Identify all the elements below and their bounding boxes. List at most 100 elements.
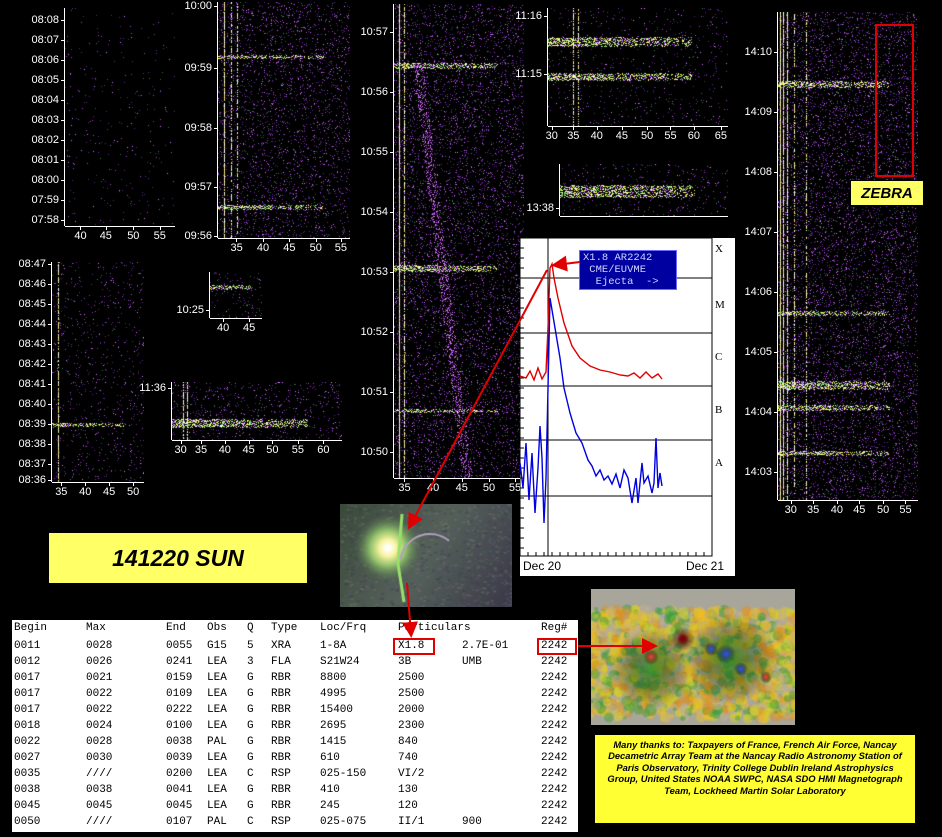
freq-tick-label: 55	[664, 130, 677, 142]
cell-max: 0028	[86, 736, 113, 748]
freq-tick-label: 35	[807, 504, 820, 516]
x18-highlight-box	[393, 638, 435, 655]
time-tick	[48, 304, 52, 305]
freq-tick	[223, 318, 224, 322]
time-tick-label: 14:06	[744, 286, 772, 298]
time-tick	[206, 310, 210, 311]
freq-tick	[180, 440, 182, 444]
spectrogram-canvas	[548, 8, 728, 126]
time-tick-label: 10:57	[360, 26, 388, 38]
time-tick	[390, 32, 394, 33]
x-axis-line	[394, 478, 524, 479]
time-tick	[48, 424, 52, 425]
hmi-magnetogram-image	[591, 589, 795, 725]
time-tick	[214, 68, 218, 69]
y-axis-line	[171, 382, 172, 440]
freq-tick-label: 45	[283, 242, 296, 254]
cell-obs: LEA	[207, 784, 227, 796]
cell-reg: 2242	[541, 704, 568, 716]
spectrogram-1115-1116: 11:16 11:15 30 35 40 45 50 55 60 65	[504, 8, 728, 144]
time-tick-label: 11:16	[515, 10, 542, 22]
freq-tick	[790, 500, 792, 504]
time-tick	[61, 20, 65, 21]
cell-end: 0039	[166, 752, 193, 764]
cell-begin: 0022	[14, 736, 41, 748]
table-row: 0022 0028 0038 PAL G RBR 1415 840 2242	[12, 734, 578, 750]
freq-tick-label: 35	[398, 482, 411, 494]
time-tick-label: 10:51	[360, 386, 388, 398]
cell-begin: 0017	[14, 672, 41, 684]
freq-tick	[61, 482, 63, 486]
freq-tick-label: 35	[230, 242, 243, 254]
cell-max: 0045	[86, 800, 113, 812]
time-tick	[61, 60, 65, 61]
header-obs: Obs	[207, 622, 227, 634]
time-tick-label: 08:05	[31, 74, 59, 86]
xray-flux-chart: Dec 20 Dec 21 X M C B A	[520, 238, 735, 576]
time-tick	[774, 52, 778, 53]
time-tick-label: 10:52	[360, 326, 388, 338]
cell-reg: 2242	[541, 800, 568, 812]
spectrogram-canvas	[218, 2, 350, 238]
time-tick-label: 08:02	[31, 134, 59, 146]
freq-tick	[272, 440, 274, 444]
freq-tick-label: 55	[899, 504, 912, 516]
time-tick-label: 08:40	[18, 398, 46, 410]
zebra-label: ZEBRA	[850, 180, 924, 206]
time-tick	[544, 74, 548, 75]
time-tick-label: 08:43	[18, 338, 46, 350]
time-tick-label: 14:09	[744, 106, 772, 118]
xray-date-end: Dec 21	[686, 559, 725, 573]
cell-obs: LEA	[207, 720, 227, 732]
spectrogram-1050-1057: 10:57 10:56 10:55 10:54 10:53 10:52 10:51 10:50…	[348, 4, 524, 496]
cell-locfrq: 025-150	[320, 768, 367, 780]
time-tick	[61, 80, 65, 81]
freq-tick	[836, 500, 838, 504]
cell-particulars: 840	[398, 736, 418, 748]
freq-tick-label: 45	[242, 444, 255, 456]
cell-end: 0109	[166, 688, 193, 700]
time-tick	[61, 100, 65, 101]
cell-locfrq: 025-075	[320, 816, 367, 828]
cell-locfrq: S21W24	[320, 656, 360, 668]
cell-extra: 2.7E-01	[462, 640, 509, 652]
cell-q: G	[247, 752, 254, 764]
cell-type: RBR	[271, 704, 291, 716]
y-axis-line	[209, 272, 210, 318]
time-tick-label: 10:53	[360, 266, 388, 278]
time-tick	[48, 364, 52, 365]
x-axis-line	[210, 318, 262, 319]
cell-max: 0022	[86, 704, 113, 716]
cell-end: 0107	[166, 816, 193, 828]
freq-tick-label: 35	[194, 444, 208, 456]
cell-begin: 0050	[14, 816, 41, 828]
spectrogram-0758-0808: 08:08 08:07 08:06 08:05 08:04 08:03 08:02 08:01…	[3, 8, 175, 244]
y-axis-line	[51, 262, 52, 482]
time-tick-label: 14:08	[744, 166, 772, 178]
cell-q: C	[247, 816, 254, 828]
cell-obs: PAL	[207, 736, 227, 748]
time-tick	[61, 40, 65, 41]
table-row: 0011 0028 0055 G15 5 XRA 1-8A X1.8 2.7E-01 2242	[12, 638, 578, 654]
cell-particulars: 2500	[398, 688, 425, 700]
time-tick	[61, 180, 65, 181]
cell-obs: LEA	[207, 688, 227, 700]
freq-tick	[159, 226, 161, 230]
table-row: 0017 0022 0109 LEA G RBR 4995 2500 2242	[12, 686, 578, 702]
x-axis-line	[218, 238, 350, 239]
time-tick-label: 10:25	[176, 304, 204, 316]
time-tick	[390, 212, 394, 213]
freq-tick-label: 50	[266, 444, 279, 456]
events-table: Begin Max End Obs Q Type Loc/Frq Particu…	[12, 620, 578, 832]
freq-tick	[236, 238, 238, 242]
page-title: 141220 SUN	[48, 532, 308, 584]
time-tick	[774, 412, 778, 413]
region-highlight-box	[537, 638, 577, 655]
cell-begin: 0018	[14, 720, 41, 732]
freq-tick	[105, 226, 107, 230]
cell-end: 0038	[166, 736, 193, 748]
spectrogram-1136: 11:36 30 35 40 45 50 55 60	[126, 382, 342, 458]
acknowledgements: Many thanks to: Taxpayers of France, Fre…	[594, 734, 916, 824]
cell-max: 0028	[86, 640, 113, 652]
x-axis-line	[65, 226, 175, 227]
